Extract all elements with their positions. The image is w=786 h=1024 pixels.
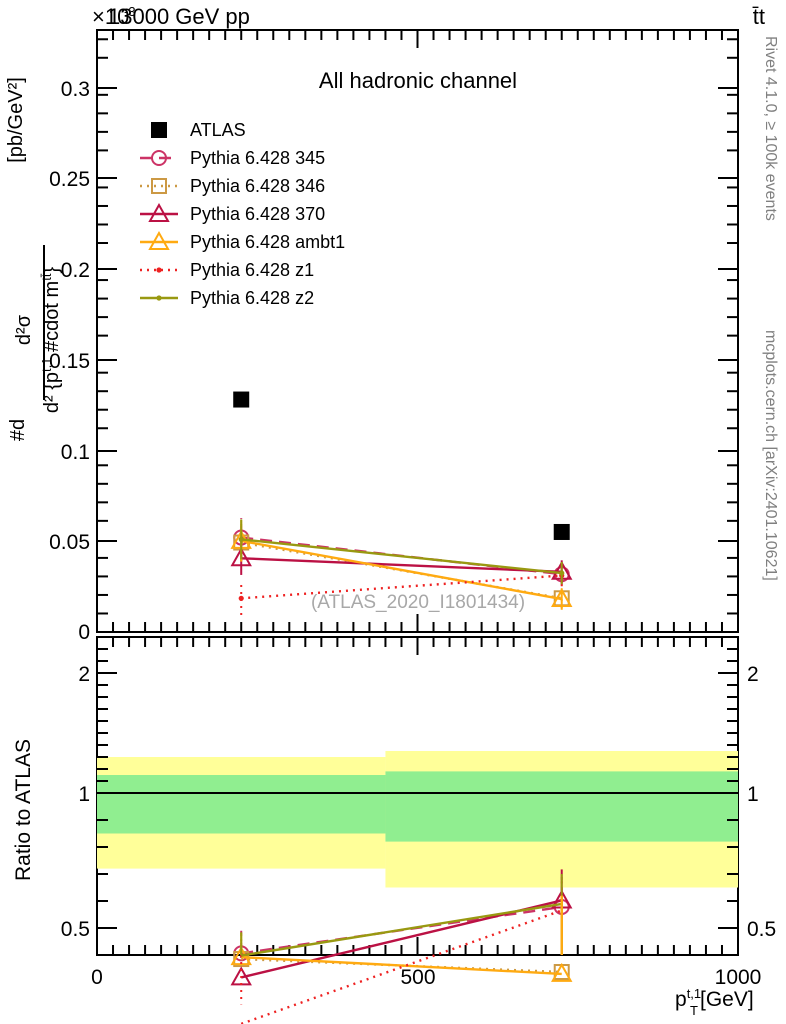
y-scale-exponent: -3 [124, 4, 136, 19]
atlas-data-point [233, 391, 250, 408]
legend-marker-dot [156, 295, 162, 301]
ratio-y-tick-1-right: 1 [747, 783, 759, 806]
main-y-tick-0p1: 0.1 [61, 441, 90, 464]
legend-marker-square-filled [151, 122, 167, 138]
legend-marker-circle [151, 150, 167, 166]
data-point-marker [559, 570, 565, 576]
ratio-axis-ticks [96, 636, 739, 956]
ratio-y-tick-0p5-left: 0.5 [61, 918, 90, 941]
main-y-tick-0p2: 0.2 [61, 259, 90, 282]
legend-label: Pythia 6.428 346 [190, 176, 325, 196]
legend-marker-dot [156, 267, 162, 273]
main-data-series [230, 391, 573, 615]
legend-label: Pythia 6.428 370 [190, 204, 325, 224]
ratio-y-tick-2-left: 2 [78, 663, 90, 686]
ratio-y-tick-1-left: 1 [78, 783, 90, 806]
ratio-series-line [241, 955, 562, 976]
ratio-y-tick-2-right: 2 [747, 663, 759, 686]
analysis-watermark: (ATLAS_2020_I1801434) [311, 592, 525, 613]
legend[interactable]: ATLAS Pythia 6.428 345 Pythia 6.428 346 Pyt… [140, 120, 345, 308]
main-y-axis-title: d²σ d² {pt,1 #cdot mtt̄} #d [pb/GeV²] [5, 77, 63, 441]
data-point-marker [238, 595, 244, 601]
x-axis-title: pt,1 [675, 986, 701, 1011]
ratio-data-series [230, 869, 573, 1024]
ratio-point-marker [230, 946, 252, 966]
ratio-band-inner-green [385, 771, 738, 842]
series-line [241, 557, 562, 573]
main-y-tick-0p3: 0.3 [61, 78, 90, 101]
beam-energy-label: 13000 GeV pp [108, 4, 250, 29]
plot-title: All hadronic channel [319, 68, 517, 93]
legend-label: Pythia 6.428 ambt1 [190, 232, 345, 252]
data-point-marker [551, 587, 573, 608]
ratio-y-tick-0p5-right: 0.5 [747, 918, 776, 941]
legend-label: Pythia 6.428 345 [190, 148, 325, 168]
legend-marker-triangle [148, 202, 170, 222]
y-axis-title-denominator: d² {pt,1 #cdot mtt̄} [39, 267, 63, 414]
ratio-series-line [241, 957, 562, 974]
legend-label: Pythia 6.428 z1 [190, 260, 314, 280]
ratio-panel: 2 1 0.5 2 1 0.5 Ratio to ATLAS 0 500 100… [12, 636, 776, 1024]
main-y-tick-0p15: 0.15 [49, 350, 90, 373]
ratio-uncertainty-bands [97, 751, 738, 888]
x-tick-0: 0 [91, 966, 103, 989]
ratio-series-line [240, 909, 563, 1024]
x-tick-1000: 1000 [715, 966, 762, 989]
x-axis-title-unit: [GeV] [700, 988, 754, 1011]
ratio-point-marker [551, 962, 573, 982]
process-label: t̄t [753, 4, 765, 29]
main-y-tick-0: 0 [78, 621, 90, 644]
series-line [241, 538, 562, 575]
main-panel: 0 0.05 0.1 0.15 0.2 0.25 0.3 d²σ d² {pt,… [5, 29, 739, 644]
legend-marker-triangle [148, 230, 170, 250]
header-row: ×10 -3 13000 GeV pp t̄t [92, 4, 765, 29]
y-axis-title-unit: [pb/GeV²] [5, 77, 27, 163]
y-axis-title-numerator: d²σ [13, 314, 35, 345]
y-axis-title-prefix: #d [7, 419, 29, 441]
legend-label: Pythia 6.428 z2 [190, 288, 314, 308]
ratio-axis-title: Ratio to ATLAS [12, 739, 35, 881]
main-x-axis-ticks [96, 30, 739, 632]
mcplots-reference-note: mcplots.cern.ch [arXiv:2401.10621] [762, 330, 779, 581]
side-annotations: Rivet 4.1.0, ≥ 100k events mcplots.cern.… [762, 36, 779, 581]
rivet-version-note: Rivet 4.1.0, ≥ 100k events [762, 36, 779, 221]
ratio-band-inner-green [97, 775, 386, 834]
data-point-marker [238, 536, 244, 542]
atlas-data-point [553, 523, 570, 540]
y-scale-multiplier: ×10 [92, 4, 129, 29]
main-y-tick-0p25: 0.25 [49, 168, 90, 191]
data-point-marker [230, 547, 252, 567]
x-axis-title-subscript: T [690, 1003, 698, 1018]
ratio-series-line [241, 902, 562, 957]
main-y-tick-0p05: 0.05 [49, 531, 90, 554]
x-tick-500: 500 [400, 966, 435, 989]
series-line [241, 574, 562, 600]
legend-marker-square [151, 178, 167, 194]
series-line [241, 539, 562, 601]
legend-label: ATLAS [190, 120, 246, 140]
